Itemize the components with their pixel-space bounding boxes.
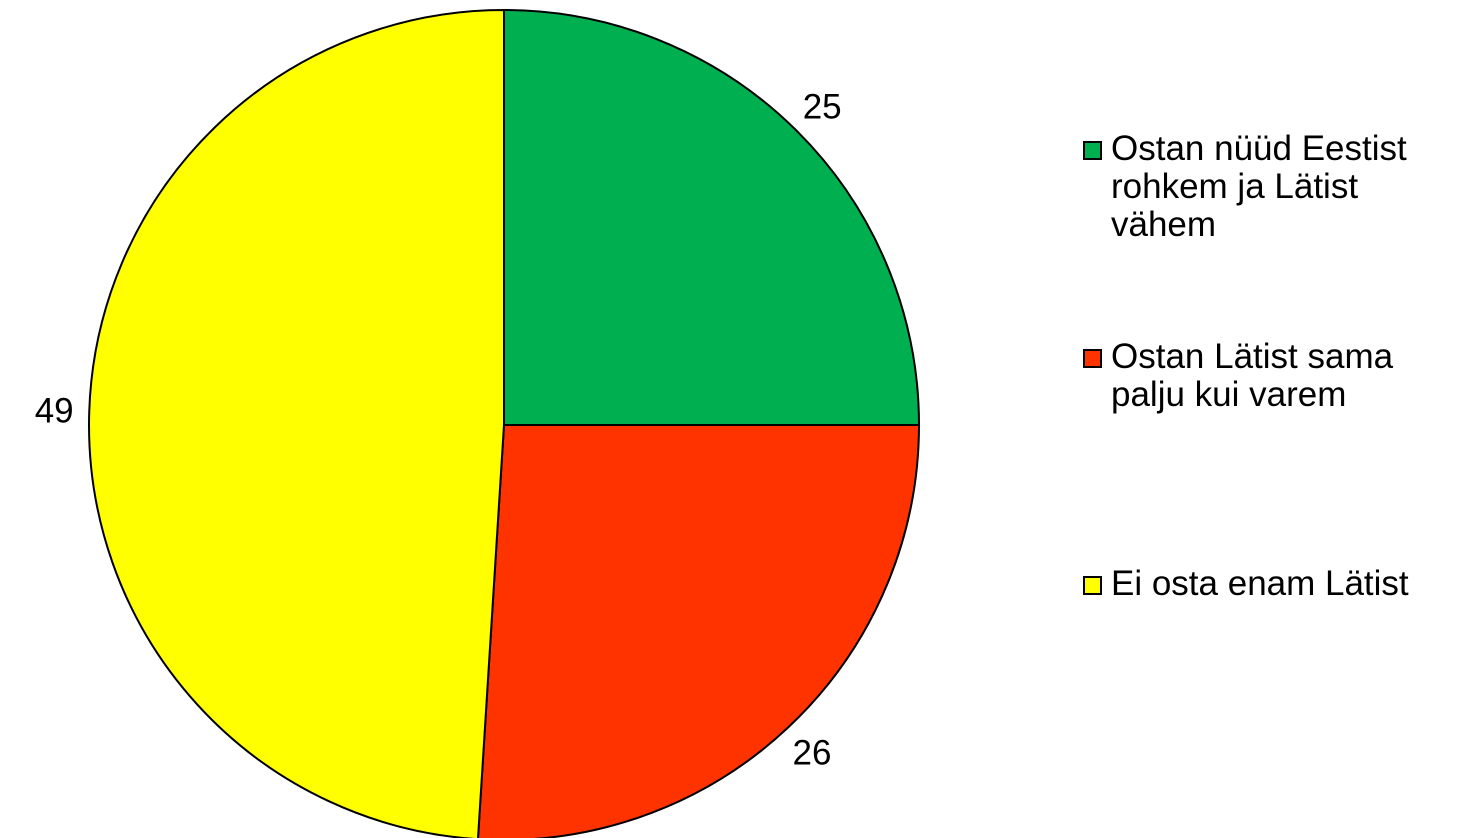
legend-item-eestist: Ostan nüüd Eestist rohkem ja Lätist vähe…: [1083, 130, 1461, 244]
legend-label-line: Ostan Lätist sama: [1111, 337, 1394, 376]
legend-label-line: vähem: [1111, 205, 1217, 244]
legend-swatch-yellow: [1083, 576, 1102, 595]
pie-data-label-0: 25: [803, 87, 842, 126]
legend-label-line: Ei osta enam Lätist: [1111, 564, 1409, 603]
legend-label-line: rohkem ja Lätist: [1111, 167, 1359, 206]
pie-data-labels: 25 26 49: [35, 87, 842, 772]
legend-item-ei-osta: Ei osta enam Lätist: [1083, 565, 1461, 603]
pie-slice-0: [503, 9, 920, 426]
pie-slices: [88, 9, 920, 838]
legend-swatch-red: [1083, 349, 1102, 368]
legend-label: Ostan nüüd Eestist rohkem ja Lätist vähe…: [1111, 130, 1461, 244]
legend-swatch-green: [1083, 141, 1102, 160]
legend-item-sama: Ostan Lätist sama palju kui varem: [1083, 338, 1461, 414]
legend-label-line: Ostan nüüd Eestist: [1111, 129, 1407, 168]
legend-label: Ostan Lätist sama palju kui varem: [1111, 338, 1461, 414]
pie-data-label-2: 49: [35, 391, 74, 430]
legend-label-line: palju kui varem: [1111, 375, 1347, 414]
pie-slice-2: [88, 9, 505, 838]
legend-label: Ei osta enam Lätist: [1111, 565, 1461, 603]
pie-data-label-1: 26: [793, 734, 832, 773]
pie-slice-1: [477, 424, 920, 838]
